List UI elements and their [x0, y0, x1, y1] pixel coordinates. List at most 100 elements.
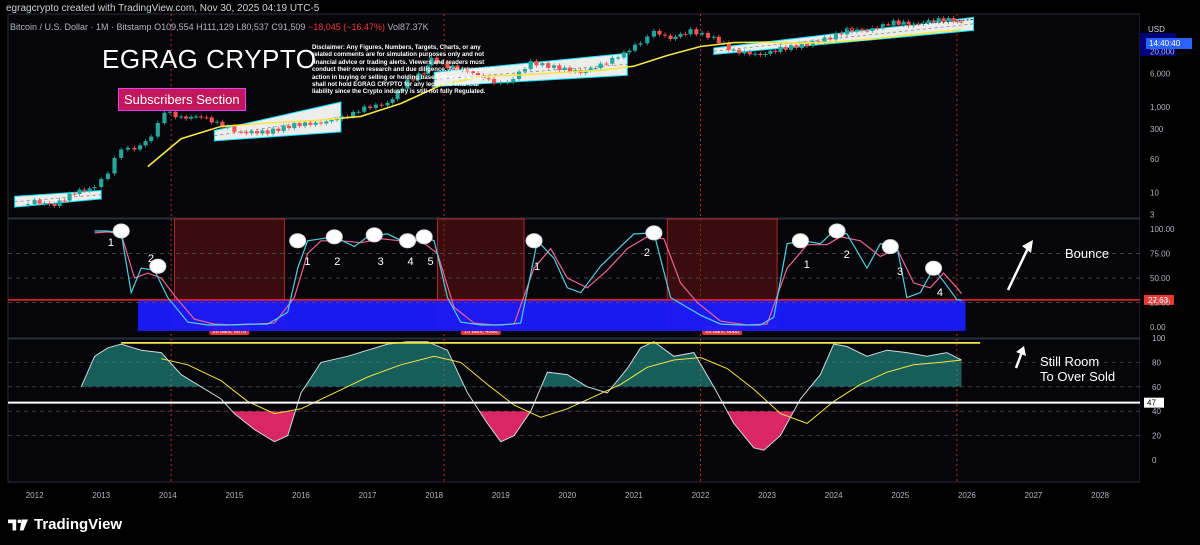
stoch-peak-marker	[289, 233, 307, 249]
price-candle	[465, 68, 470, 72]
price-candle	[244, 132, 249, 134]
time-axis-tick: 2024	[825, 491, 843, 500]
price-axis-tick: 300	[1150, 125, 1164, 134]
stoch-peak-number: 2	[644, 247, 650, 259]
price-candle	[546, 63, 551, 68]
price-axis-tick: 10	[1150, 188, 1159, 197]
stoch-axis-tick: 100.00	[1150, 225, 1175, 234]
time-axis-tick: 2013	[92, 491, 110, 500]
stoch-peak-number: 4	[408, 256, 414, 268]
price-axis-tick: 60	[1150, 155, 1159, 164]
rsi-overbought-fill	[81, 341, 962, 387]
price-candle	[668, 35, 673, 40]
close-value: C91,509	[271, 22, 306, 32]
rsi-level-value: 47	[1147, 399, 1156, 408]
price-candle	[901, 21, 906, 25]
price-candle	[232, 126, 237, 132]
price-candle	[498, 82, 503, 84]
price-candle	[621, 52, 627, 58]
time-axis-tick: 2017	[359, 491, 377, 500]
price-candle	[281, 125, 286, 131]
time-axis-tick: 2026	[958, 491, 976, 500]
change-value: −18,045 (−16.47%)	[307, 22, 386, 32]
bear-zone-label: 20 bars, 608d	[705, 329, 739, 335]
stoch-peak-marker	[112, 223, 130, 239]
price-candle	[822, 37, 827, 43]
channel-midline	[713, 23, 974, 52]
symbol-label[interactable]: Bitcoin / U.S. Dollar · 1M · Bitstamp	[10, 22, 152, 32]
price-candle	[189, 116, 194, 119]
price-candle	[132, 147, 137, 150]
price-axis-area	[1140, 14, 1200, 482]
stoch-peak-number: 2	[334, 256, 340, 268]
tradingview-logo[interactable]: TradingView	[8, 516, 122, 533]
price-candle	[931, 20, 936, 22]
price-candle	[254, 131, 260, 134]
price-candle	[215, 121, 220, 123]
price-candle	[833, 33, 838, 40]
price-candle	[936, 18, 941, 22]
bear-zone-label: 15 bars, 456d	[464, 329, 498, 335]
price-candle	[726, 42, 731, 50]
price-candle	[209, 117, 214, 123]
price-candle	[173, 111, 178, 118]
channel-midline	[434, 63, 628, 80]
price-candle	[638, 43, 643, 45]
rsi-axis-tick: 0	[1152, 456, 1157, 465]
price-candle	[783, 46, 788, 50]
time-axis-tick: 2020	[558, 491, 576, 500]
stoch-peak-number: 1	[804, 259, 810, 271]
price-candle	[598, 63, 603, 69]
still-room-annotation-line2: To Over Sold	[1040, 369, 1116, 384]
price-candle	[434, 57, 439, 64]
price-candle	[32, 200, 37, 205]
still-room-arrow	[1014, 351, 1024, 369]
price-candle	[916, 23, 921, 25]
price-candle	[292, 123, 297, 129]
currency-label[interactable]: USD	[1148, 25, 1165, 34]
price-candle	[324, 121, 329, 124]
stoch-peak-number: 1	[534, 261, 540, 273]
price-candle	[773, 50, 778, 52]
price-candle	[57, 200, 62, 207]
price-candle	[870, 27, 875, 31]
price-candle	[351, 111, 356, 117]
rsi-axis-tick: 80	[1152, 358, 1161, 367]
price-candle	[329, 119, 334, 122]
pane-frame	[7, 338, 1141, 483]
disclaimer-text: Disclaimer: Any Figures, Numbers, Target…	[312, 44, 496, 96]
price-candle	[492, 78, 497, 84]
price-candle	[673, 36, 678, 40]
time-axis-tick: 2019	[492, 491, 510, 500]
time-axis-tick: 2028	[1091, 491, 1109, 500]
price-candle	[125, 147, 130, 150]
tradingview-logo-icon	[8, 519, 28, 530]
stoch-peak-number: 3	[897, 266, 903, 278]
stoch-peak-marker	[415, 229, 433, 245]
price-candle	[162, 112, 167, 124]
price-candle	[839, 33, 844, 35]
price-candle	[238, 131, 244, 133]
price-candle	[742, 51, 747, 54]
stoch-peak-marker	[149, 258, 167, 274]
price-candle	[47, 203, 52, 205]
price-candle	[25, 204, 31, 206]
price-candle	[731, 49, 736, 51]
time-axis-tick: 2018	[425, 491, 443, 500]
price-candle	[511, 79, 516, 83]
high-value: H111,129	[196, 22, 234, 32]
price-candle	[184, 116, 189, 119]
price-candle	[567, 67, 573, 72]
price-candle	[632, 44, 638, 51]
price-candle	[951, 18, 956, 22]
rsi-axis-tick: 100	[1152, 334, 1166, 343]
time-axis-tick: 2022	[692, 491, 710, 500]
price-axis-tick: 20,000	[1150, 47, 1175, 56]
price-candle	[688, 29, 693, 35]
price-candle	[460, 68, 465, 71]
stoch-axis-tick: 75.00	[1150, 250, 1171, 259]
price-candle	[82, 189, 87, 191]
price-candle	[422, 73, 427, 75]
price-candle	[886, 24, 891, 26]
